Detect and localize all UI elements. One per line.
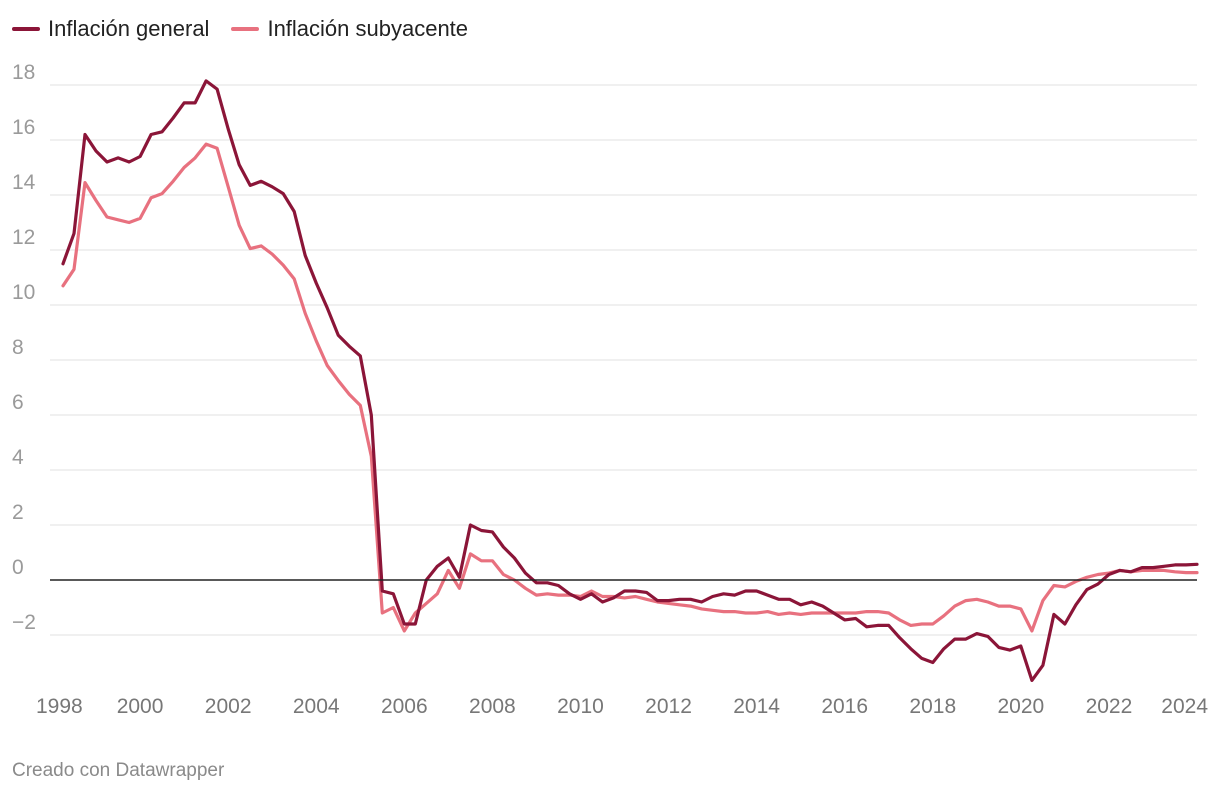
legend-item-core: Inflación subyacente bbox=[231, 16, 468, 42]
x-tick-label: 2002 bbox=[205, 695, 252, 718]
legend-swatch-core bbox=[231, 27, 260, 31]
y-tick-label: 0 bbox=[12, 556, 24, 579]
x-tick-label: 2024 bbox=[1161, 695, 1208, 718]
legend-item-general: Inflación general bbox=[12, 16, 209, 42]
y-tick-label: 4 bbox=[12, 446, 24, 469]
y-tick-label: 10 bbox=[12, 281, 35, 304]
y-tick-label: −2 bbox=[12, 611, 36, 634]
y-tick-label: 12 bbox=[12, 226, 35, 249]
x-tick-label: 2012 bbox=[645, 695, 692, 718]
x-tick-label: 2020 bbox=[997, 695, 1044, 718]
x-tick-label: 1998 bbox=[36, 695, 83, 718]
x-tick-label: 2000 bbox=[117, 695, 164, 718]
legend-label-core: Inflación subyacente bbox=[267, 16, 469, 41]
x-tick-label: 2008 bbox=[469, 695, 516, 718]
y-tick-label: 2 bbox=[12, 501, 24, 524]
x-tick-label: 2006 bbox=[381, 695, 428, 718]
y-tick-label: 18 bbox=[12, 61, 35, 84]
y-tick-label: 14 bbox=[12, 171, 36, 194]
legend-swatch-general bbox=[12, 27, 40, 31]
x-tick-label: 2016 bbox=[821, 695, 868, 718]
credit-text: Creado con Datawrapper bbox=[12, 760, 225, 781]
series-line-core bbox=[61, 142, 1199, 633]
x-tick-label: 2010 bbox=[557, 695, 604, 718]
y-tick-label: 6 bbox=[12, 391, 24, 414]
legend: Inflación general Inflación subyacente bbox=[12, 16, 490, 42]
y-tick-label: 16 bbox=[12, 116, 35, 139]
y-tick-label: 8 bbox=[12, 336, 24, 359]
x-tick-label: 2004 bbox=[293, 695, 340, 718]
x-tick-label: 2018 bbox=[909, 695, 956, 718]
legend-label-general: Inflación general bbox=[48, 16, 210, 41]
line-chart: −2 0 2 4 6 8 10 12 14 16 18 1998 2000 2002 2004 2006 200… bbox=[12, 61, 1208, 718]
x-tick-label: 2022 bbox=[1086, 695, 1133, 718]
series-line-general bbox=[61, 79, 1199, 682]
x-tick-label: 2014 bbox=[733, 695, 780, 718]
